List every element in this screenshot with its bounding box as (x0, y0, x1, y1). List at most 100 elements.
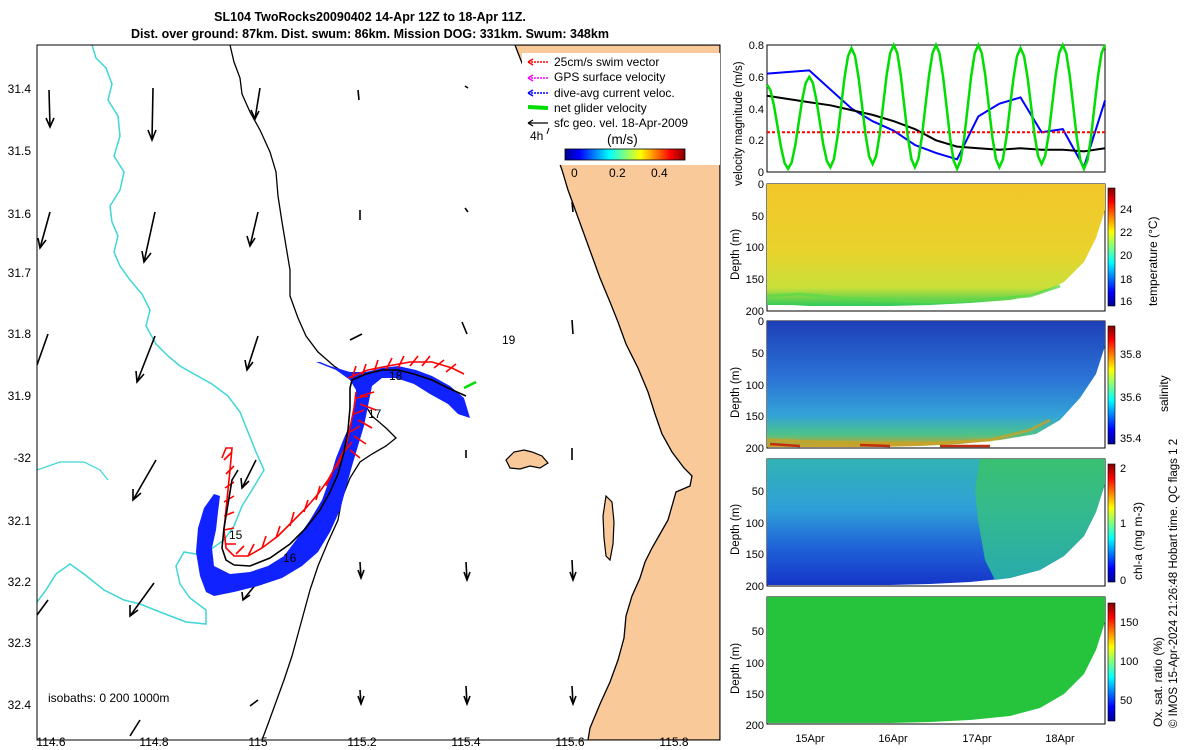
map-x-axis: 114.6 114.8 115 115.2 115.4 115.6 115.8 (36, 735, 688, 749)
y-tick-label: 32.3 (8, 636, 32, 650)
velocity-ytick: 0.8 (749, 40, 764, 52)
legend-time-label: 4h (530, 129, 543, 143)
colorbar-tick: 24 (1120, 204, 1132, 216)
speed-colorbar (564, 148, 686, 161)
legend-label: net glider velocity (554, 101, 647, 115)
colorbar-title: (m/s) (607, 132, 638, 147)
map-panel: 15 16 17 18 19 25cm/s swim vector GPS su… (8, 44, 721, 749)
colorbar-tick: 20 (1120, 250, 1132, 262)
day-label: 16 (283, 551, 297, 565)
depth-tick: 0 (758, 179, 764, 191)
y-tick-label: 31.8 (8, 327, 32, 341)
velocity-frame (766, 44, 1106, 173)
day-label: 17 (368, 407, 382, 421)
chla-colorbar (1107, 463, 1116, 583)
colorbar-tick: 22 (1120, 227, 1132, 239)
credit-text: © IMOS 15-Apr-2024 21:26:48 Hobart time.… (1168, 438, 1180, 728)
y-tick-label: 32.2 (8, 575, 32, 589)
velocity-ylabel: velocity magnitude (m/s) (733, 61, 745, 186)
salinity-panel: 0 50 100 150 200 Depth (m) 35.8 35.6 35.… (730, 316, 1171, 455)
chla-panel: 50 100 150 200 Depth (m) 2 1 0 chl-a (mg… (730, 458, 1145, 593)
velocity-ytick: 0.4 (749, 104, 764, 116)
velocity-ytick: 0.6 (749, 72, 764, 84)
colorbar-tick: 16 (1120, 296, 1132, 308)
depth-tick: 150 (746, 274, 764, 286)
isobath-1000m (37, 45, 265, 625)
oxygen-colorbar (1107, 602, 1116, 722)
colorbar-tick: 35.4 (1120, 433, 1141, 445)
y-tick-label: 31.4 (8, 82, 32, 96)
depth-tick: 0 (758, 316, 764, 328)
depth-tick: 50 (752, 486, 764, 498)
time-tick: 16Apr (878, 733, 908, 745)
depth-label: Depth (m) (730, 229, 742, 280)
day-label: 19 (502, 333, 516, 347)
colorbar-label: Ox. sat. ratio (%) (1151, 637, 1165, 727)
day-label: 15 (229, 528, 243, 542)
temperature-section (767, 184, 1105, 306)
colorbar-tick: 35.6 (1120, 392, 1141, 404)
colorbar-tick: 2 (1120, 463, 1126, 475)
y-tick-label: 31.9 (8, 389, 32, 403)
depth-tick: 50 (752, 211, 764, 223)
depth-tick: 200 (746, 581, 764, 593)
figure-subtitle: Dist. over ground: 87km. Dist. swum: 86k… (131, 27, 609, 41)
legend-label: 25cm/s swim vector (554, 55, 659, 69)
depth-tick: 50 (752, 626, 764, 638)
legend-label: sfc geo. vel. 18-Apr-2009 (554, 116, 688, 130)
legend-entry: dive-avg current veloc. (527, 86, 675, 100)
depth-tick: 150 (746, 549, 764, 561)
salinity-colorbar (1107, 325, 1116, 445)
colorbar-tick: 50 (1120, 695, 1132, 707)
legend-entry: sfc geo. vel. 18-Apr-2009 (527, 116, 688, 130)
colorbar-label: chl-a (mg m-3) (1131, 502, 1145, 580)
colorbar-tick: 0 (571, 166, 578, 180)
time-tick: 18Apr (1045, 733, 1075, 745)
colorbar-label: temperature (°C) (1146, 217, 1160, 307)
temperature-panel: 0 50 100 150 200 Depth (m) 24 22 20 18 1… (730, 179, 1160, 318)
map-y-axis: 31.4 31.5 31.6 31.7 31.8 31.9 -32 32.1 3… (8, 82, 32, 712)
colorbar-tick: 1 (1120, 518, 1126, 530)
time-axis: 15Apr 16Apr 17Apr 18Apr (795, 733, 1075, 745)
x-tick-label: 115.6 (555, 735, 584, 749)
oxygen-panel: 50 100 150 200 Depth (m) 150 100 50 Ox. … (730, 596, 1165, 732)
velocity-series-net-glider-velocity (765, 41, 1107, 173)
track-current-vectors (196, 362, 470, 596)
colorbar-label: salinity (1157, 375, 1171, 412)
velocity-lines (765, 41, 1107, 173)
depth-tick: 50 (752, 348, 764, 360)
oxygen-section (767, 597, 1105, 723)
colorbar-tick: 18 (1120, 274, 1132, 286)
isobath-deep (37, 461, 109, 481)
land-rottnest-island (505, 449, 549, 470)
colorbar-tick: 0 (1120, 575, 1126, 587)
glider-track (221, 369, 467, 567)
depth-tick: 100 (746, 242, 764, 254)
net-velocity-arrow (463, 380, 477, 390)
temperature-colorbar (1107, 187, 1116, 307)
velocity-panel: 0 0.2 0.4 0.6 0.8 velocity magnitude (m/… (733, 40, 1107, 186)
isobath-label: isobaths: 0 200 1000m (48, 691, 169, 705)
y-tick-label: 31.6 (8, 207, 32, 221)
depth-tick: 100 (746, 380, 764, 392)
day-label: 18 (389, 369, 403, 383)
depth-tick: 200 (746, 720, 764, 732)
depth-tick: 150 (746, 689, 764, 701)
salinity-section (767, 321, 1105, 447)
geostrophic-arrows (37, 85, 577, 737)
land-garden-island (602, 494, 615, 562)
velocity-series-sfc-geo-vel- (766, 94, 1106, 153)
y-tick-label: 32.4 (8, 698, 32, 712)
legend-entry: net glider velocity (527, 101, 647, 115)
depth-tick: 100 (746, 658, 764, 670)
y-tick-label: 31.7 (8, 266, 32, 280)
time-tick: 17Apr (962, 733, 992, 745)
legend-label: GPS surface velocity (554, 70, 665, 84)
colorbar-tick: 150 (1120, 617, 1138, 629)
map-frame (36, 44, 721, 741)
figure-title: SL104 TwoRocks20090402 14-Apr 12Z to 18-… (214, 10, 526, 24)
depth-label: Depth (m) (730, 367, 742, 418)
colorbar-tick: 100 (1120, 656, 1138, 668)
depth-label: Depth (m) (730, 504, 742, 555)
